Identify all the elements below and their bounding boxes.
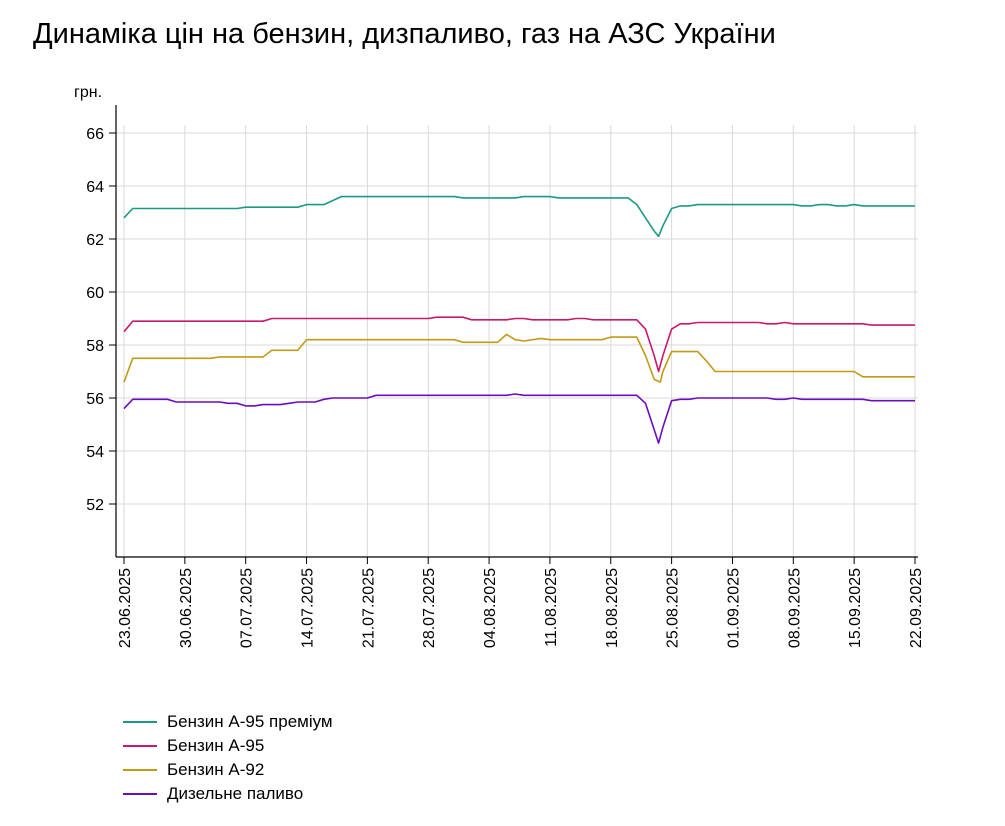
legend-swatch (123, 769, 157, 771)
legend-label: Бензин А-92 (167, 760, 265, 779)
legend-swatch (123, 745, 157, 747)
x-tick-labels: 23.06.2025 30.06.2025 07.07.2025 14.07.2025… (117, 568, 925, 648)
legend-item: Дизельне паливо (123, 782, 333, 806)
legend-label: Бензин А-95 (167, 736, 265, 755)
x-tick-label: 22.09.2025 (908, 568, 925, 648)
y-tick-labels: 52 54 56 58 60 62 64 66 (86, 126, 104, 514)
y-tick-label: 62 (86, 232, 104, 249)
y-tick-label: 60 (86, 285, 104, 302)
legend: Бензин А-95 преміум Бензин А-95 Бензин А-9… (123, 710, 333, 806)
axes (109, 105, 918, 564)
series-line-1 (123, 195, 915, 238)
x-tick-label: 28.07.2025 (421, 568, 438, 648)
y-tick-label: 56 (86, 391, 104, 408)
y-tick-label: 54 (86, 444, 104, 461)
x-tick-label: 21.07.2025 (360, 568, 377, 648)
series-lines (123, 195, 915, 444)
x-tick-label: 15.09.2025 (847, 568, 864, 648)
x-tick-label: 30.06.2025 (178, 568, 195, 648)
x-tick-label: 14.07.2025 (300, 568, 317, 648)
chart-title: Динаміка цін на бензин, дизпаливо, газ н… (33, 18, 776, 50)
legend-item: Бензин А-95 (123, 734, 333, 758)
x-tick-label: 07.07.2025 (239, 568, 256, 648)
legend-swatch (123, 793, 157, 795)
x-tick-label: 11.08.2025 (543, 568, 560, 647)
x-tick-label: 04.08.2025 (482, 568, 499, 648)
legend-label: Дизельне паливо (167, 784, 304, 803)
legend-swatch (123, 721, 157, 723)
x-tick-label: 08.09.2025 (786, 568, 803, 648)
y-tick-label: 58 (86, 338, 104, 355)
series-line-4 (123, 393, 915, 444)
y-tick-label: 64 (86, 179, 104, 196)
y-axis-unit-label: грн. (74, 84, 102, 101)
x-tick-label: 18.08.2025 (604, 568, 621, 648)
x-tick-label: 01.09.2025 (725, 568, 742, 648)
y-tick-label: 52 (86, 497, 104, 514)
grid-lines (116, 125, 918, 557)
series-line-2 (123, 316, 915, 373)
legend-item: Бензин А-95 преміум (123, 710, 333, 734)
x-tick-label: 23.06.2025 (117, 568, 134, 648)
x-tick-label: 25.08.2025 (665, 568, 682, 648)
y-tick-label: 66 (86, 126, 104, 143)
legend-label: Бензин А-95 преміум (167, 712, 333, 731)
legend-item: Бензин А-92 (123, 758, 333, 782)
series-line-3 (123, 333, 915, 383)
